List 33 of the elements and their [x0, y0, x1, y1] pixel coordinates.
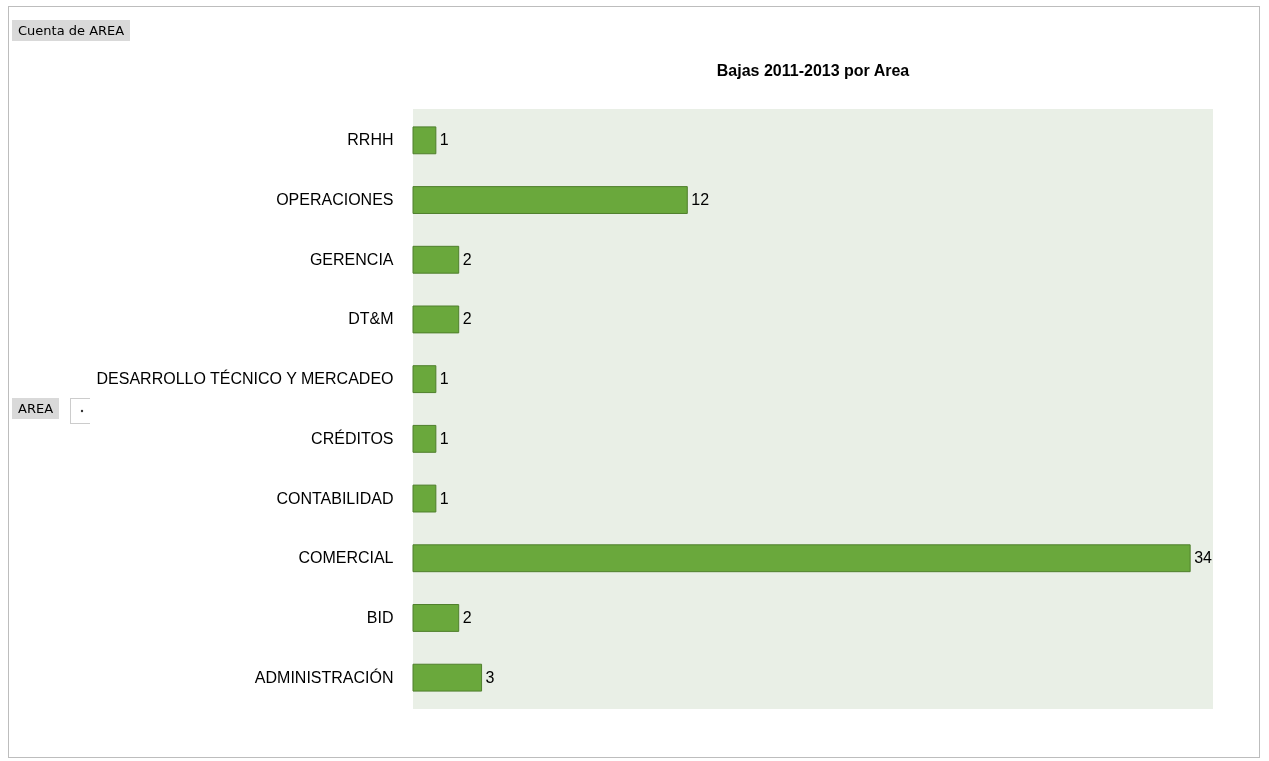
- text: Cuenta de AREA: [12, 20, 131, 41]
- y-tick-label: CONTABILIDAD: [276, 489, 394, 507]
- data-label: 2: [462, 250, 472, 268]
- data-label: 1: [439, 131, 449, 149]
- y-tick-label: ADMINISTRACIÓN: [254, 667, 394, 686]
- data-label: 1: [439, 489, 449, 507]
- data-label: 1: [439, 429, 449, 447]
- bar: [412, 245, 460, 274]
- bar: [412, 365, 437, 394]
- y-tick-label: DESARROLLO TÉCNICO Y MERCADEO: [96, 369, 394, 388]
- data-label: 2: [462, 608, 472, 626]
- y-tick-label: GERENCIA: [309, 250, 394, 268]
- bar: [412, 424, 437, 453]
- text: AREA: [12, 398, 60, 419]
- bar: [412, 544, 1191, 573]
- data-label: 34: [1194, 549, 1213, 567]
- y-tick-label: CRÉDITOS: [311, 428, 394, 447]
- data-label: 3: [485, 668, 495, 686]
- data-label: 12: [691, 191, 710, 209]
- y-tick-label: OPERACIONES: [276, 191, 394, 209]
- y-tick-label: COMERCIAL: [298, 549, 394, 567]
- y-tick-label: BID: [366, 608, 394, 626]
- bar: [412, 484, 437, 513]
- bar: [412, 126, 437, 155]
- data-label: 1: [439, 370, 449, 388]
- data-label: 2: [462, 310, 472, 328]
- y-tick-label: DT&M: [348, 310, 394, 328]
- bar: [412, 305, 460, 334]
- bar: [412, 604, 460, 632]
- bar: [412, 186, 688, 214]
- chart-title: Bajas 2011-2013 por Area: [716, 62, 910, 79]
- y-tick-label: RRHH: [347, 131, 394, 149]
- bar: [412, 663, 483, 692]
